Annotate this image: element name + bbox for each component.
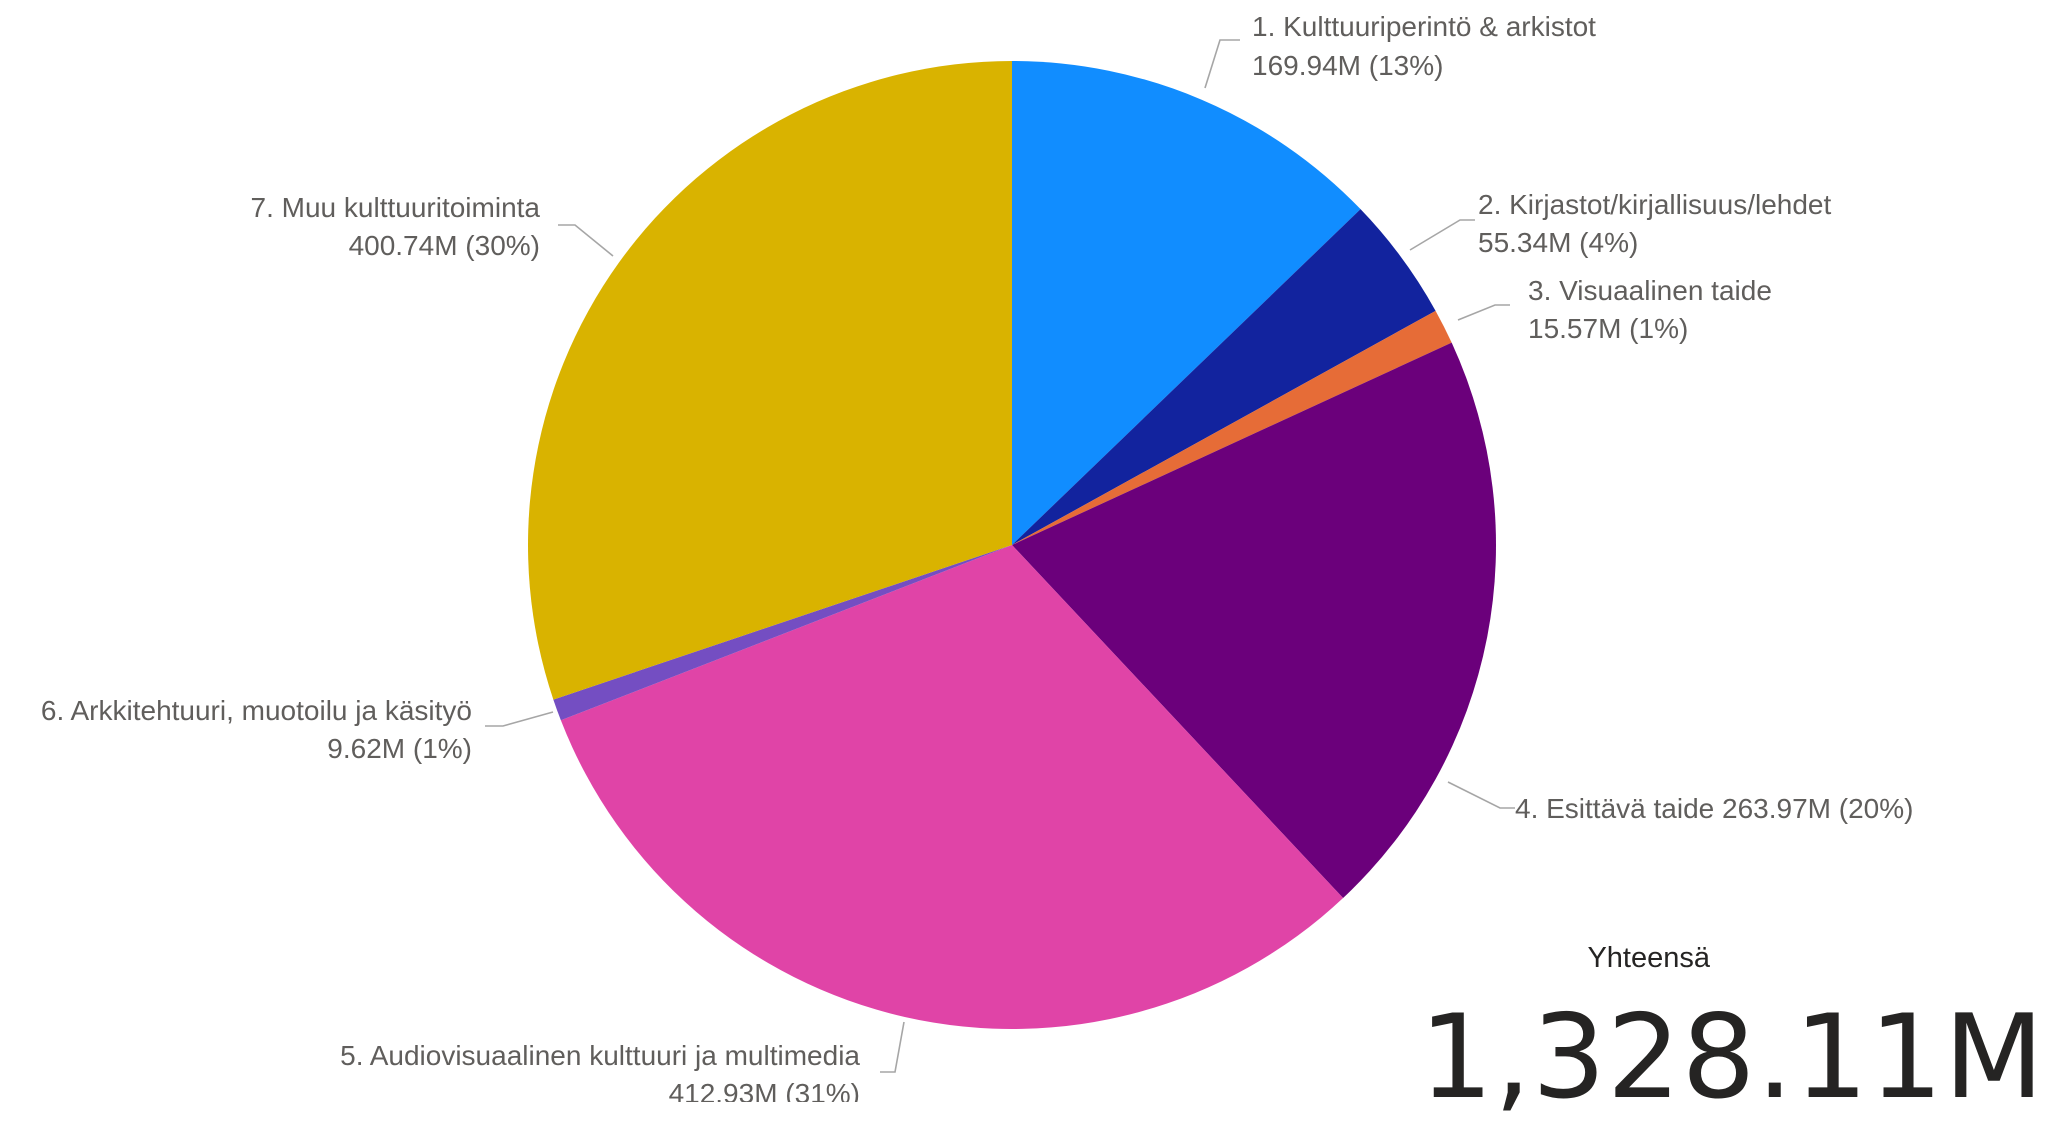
pie-chart: 1. Kulttuuriperintö & arkistot 169.94M (… — [41, 11, 1914, 1102]
slice-value-5: 412.93M (31%) — [669, 1078, 860, 1102]
slice-label-2: 2. Kirjastot/kirjallisuus/lehdet — [1478, 189, 1831, 220]
slice-label-4-name: 4. Esittävä taide — [1515, 793, 1714, 824]
pie-slice-3[interactable] — [1012, 310, 1452, 545]
pie-slice-4[interactable] — [1012, 342, 1497, 899]
pie-slice-5[interactable] — [560, 545, 1344, 1030]
pie-slice-2[interactable] — [1012, 209, 1436, 545]
leader-line-4 — [1447, 781, 1515, 809]
slice-label-4: 4. Esittävä taide 263.97M (20%) — [1515, 793, 1913, 824]
slice-label-5: 5. Audiovisuaalinen kulttuuri ja multime… — [340, 1040, 860, 1071]
leader-lines — [485, 39, 1515, 1073]
slice-value-6: 9.62M (1%) — [327, 733, 472, 764]
total-value: 1,328.11M — [1419, 990, 2045, 1125]
slice-label-3: 3. Visuaalinen taide — [1528, 275, 1772, 306]
pie-slice-1[interactable] — [1012, 61, 1361, 545]
leader-line-5 — [880, 1021, 905, 1073]
leader-line-2 — [1409, 219, 1475, 251]
leader-line-1 — [1204, 39, 1240, 89]
pie-slice-6[interactable] — [553, 545, 1012, 721]
slice-value-3: 15.57M (1%) — [1528, 313, 1688, 344]
slice-value-1: 169.94M (13%) — [1252, 50, 1443, 81]
slice-value-7: 400.74M (30%) — [349, 230, 540, 261]
leader-line-3 — [1457, 304, 1510, 321]
leader-line-6 — [485, 711, 554, 727]
slice-labels: 1. Kulttuuriperintö & arkistot 169.94M (… — [41, 11, 1914, 1102]
slice-value-2: 55.34M (4%) — [1478, 227, 1638, 258]
slice-value-4: 263.97M (20%) — [1722, 793, 1913, 824]
slice-label-1: 1. Kulttuuriperintö & arkistot — [1252, 11, 1596, 42]
pie-slices — [528, 61, 1497, 1030]
leader-line-7 — [558, 224, 614, 257]
pie-slice-7[interactable] — [528, 61, 1012, 700]
slice-label-6: 6. Arkkitehtuuri, muotoilu ja käsityö — [41, 695, 472, 726]
total-label: Yhteensä — [1587, 942, 1710, 974]
slice-label-7: 7. Muu kulttuuritoiminta — [251, 192, 541, 223]
